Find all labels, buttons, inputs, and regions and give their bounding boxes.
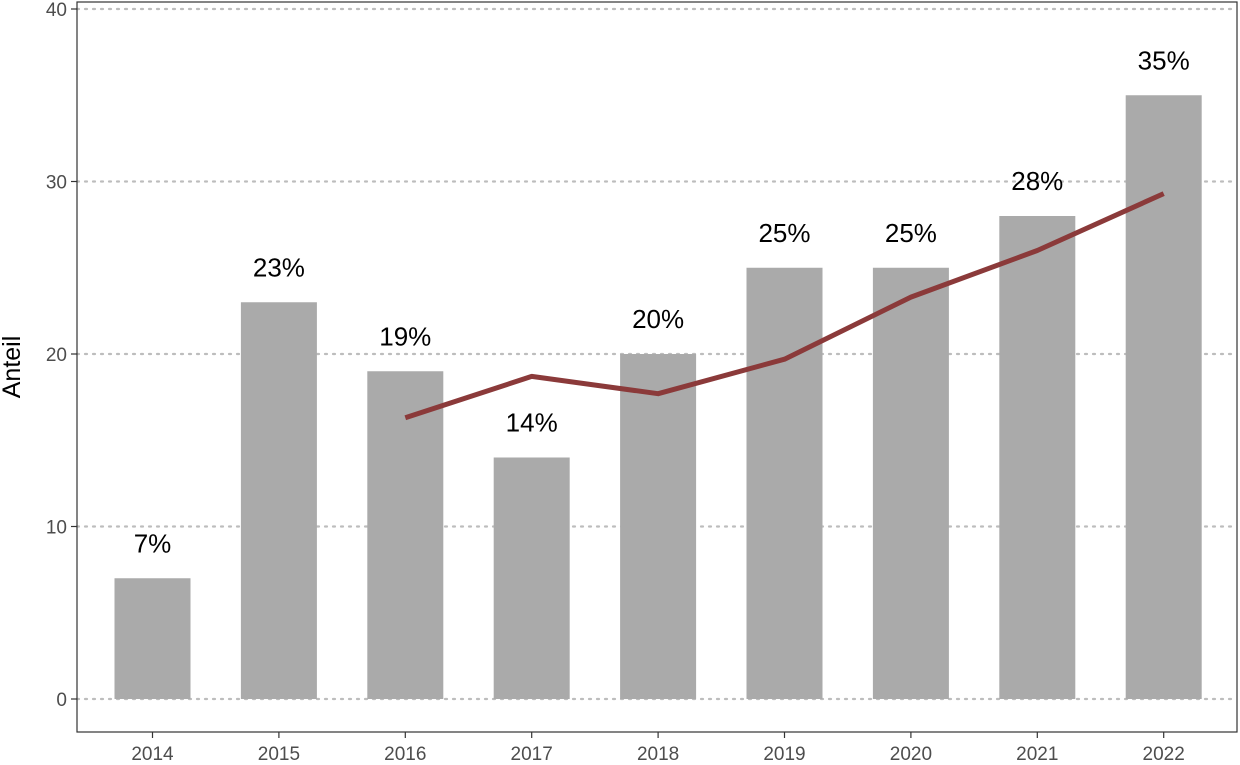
x-tick-label-2020: 2020 — [890, 744, 932, 765]
y-tick-label: 30 — [46, 173, 67, 194]
data-label-2014: 7% — [134, 528, 172, 558]
x-tick-label-2018: 2018 — [637, 744, 679, 765]
trend-line — [404, 191, 1165, 421]
bar-2021 — [999, 216, 1076, 699]
bar-2019 — [746, 267, 823, 699]
x-tick-label-2022: 2022 — [1143, 744, 1185, 765]
bar-2020 — [872, 267, 949, 699]
x-tick-label-2021: 2021 — [1016, 744, 1058, 765]
data-label-2017: 14% — [506, 408, 558, 438]
bar-2022 — [1125, 95, 1202, 699]
data-label-2015: 23% — [253, 252, 305, 282]
x-tick-label-2016: 2016 — [384, 744, 426, 765]
data-label-2021: 28% — [1011, 166, 1063, 196]
bar-2016 — [367, 371, 444, 699]
data-label-2019: 25% — [758, 218, 810, 248]
data-label-2020: 25% — [885, 218, 937, 248]
y-tick-label: 0 — [56, 690, 67, 711]
y-tick-label: 10 — [46, 518, 67, 539]
x-tick-label-2015: 2015 — [258, 744, 300, 765]
x-tick-label-2017: 2017 — [511, 744, 553, 765]
trend-line-group — [404, 191, 1165, 421]
data-label-2022: 35% — [1138, 45, 1190, 75]
bar-2015 — [240, 302, 317, 699]
y-tick-label: 20 — [46, 345, 67, 366]
bars — [114, 95, 1202, 699]
data-label-2018: 20% — [632, 304, 684, 334]
data-label-2016: 19% — [379, 321, 431, 351]
bar-2014 — [114, 578, 191, 699]
bar-2017 — [493, 457, 570, 699]
y-tick-label: 40 — [46, 0, 67, 21]
plot-panel-border — [76, 1, 1238, 733]
bar-2018 — [620, 354, 697, 699]
y-axis: 0 10 20 30 40 — [46, 0, 77, 711]
y-axis-title: Anteil — [0, 336, 26, 399]
x-tick-label-2014: 2014 — [131, 744, 174, 765]
x-tick-label-2019: 2019 — [763, 744, 805, 765]
x-axis: 2014 2015 2016 2017 2018 2019 2020 2021 2022 — [131, 732, 1185, 765]
data-labels: 7% 23% 19% 14% 20% 25% 25% 28% 35% — [134, 45, 1190, 558]
